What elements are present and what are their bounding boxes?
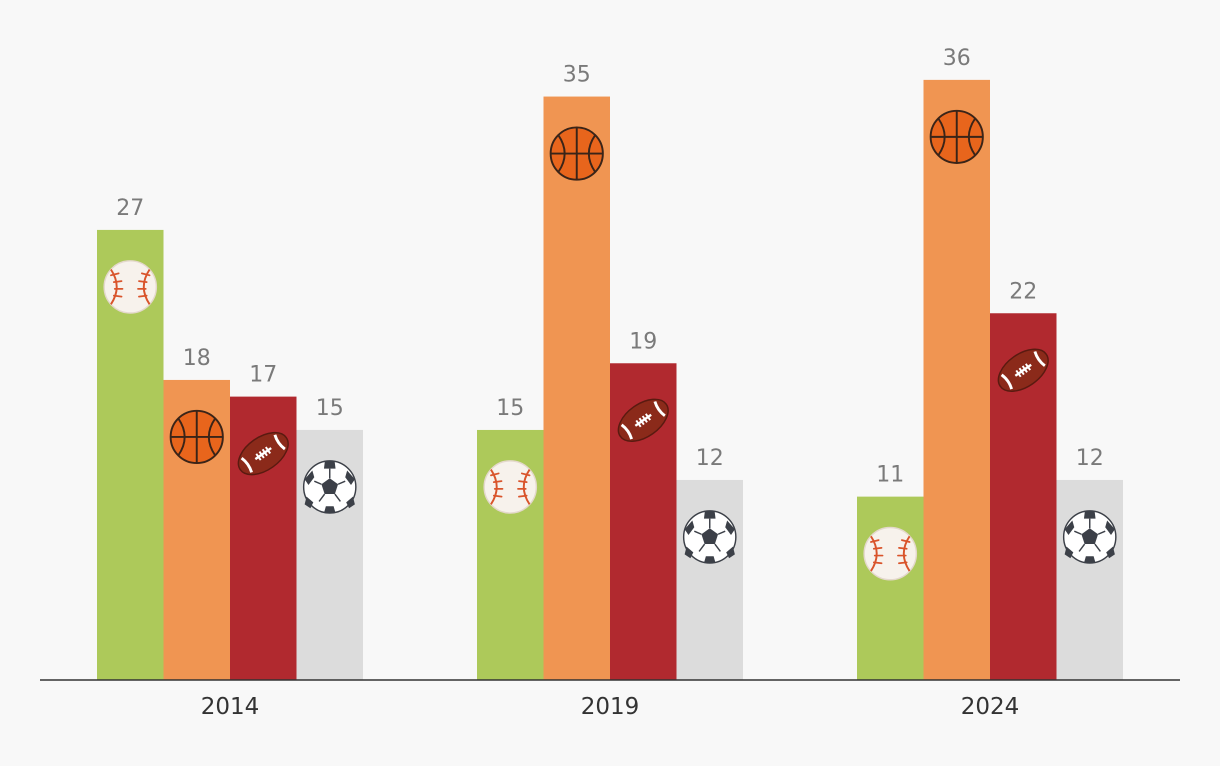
bar-basketball-2019: [543, 96, 610, 681]
bar-soccer-ball-2024: [1056, 479, 1123, 680]
value-label: 12: [1076, 446, 1104, 471]
x-axis-labels: 2014 2019 2024: [201, 694, 1020, 720]
basketball-icon: [169, 409, 224, 465]
value-label: 12: [696, 446, 724, 471]
bar-basketball-2024: [923, 79, 990, 680]
soccer-ball-icon: [1062, 510, 1117, 564]
baseball-icon: [483, 459, 538, 515]
value-label: 11: [876, 463, 904, 488]
category-label-2014: 2014: [201, 694, 260, 720]
value-label: 19: [629, 329, 657, 354]
bar-baseball-2024: [857, 496, 924, 680]
bar-soccer-ball-2019: [676, 479, 743, 680]
soccer-ball-icon: [682, 510, 737, 564]
value-label: 18: [183, 346, 211, 371]
bars-layer: 27 18 17 15 15 35 19 12 11 36 22 12: [97, 46, 1123, 681]
value-label: 27: [116, 196, 144, 221]
basketball-icon: [929, 109, 984, 164]
category-label-2019: 2019: [581, 694, 640, 720]
baseball-icon: [863, 526, 918, 581]
baseball-icon: [103, 259, 158, 314]
basketball-icon: [549, 126, 604, 181]
value-label: 17: [249, 363, 277, 388]
value-label: 15: [316, 396, 344, 421]
value-label: 22: [1009, 279, 1037, 304]
value-label: 36: [943, 46, 971, 71]
value-label: 35: [563, 63, 591, 88]
soccer-ball-icon: [302, 460, 357, 514]
category-label-2024: 2024: [961, 694, 1020, 720]
value-label: 15: [496, 396, 524, 421]
